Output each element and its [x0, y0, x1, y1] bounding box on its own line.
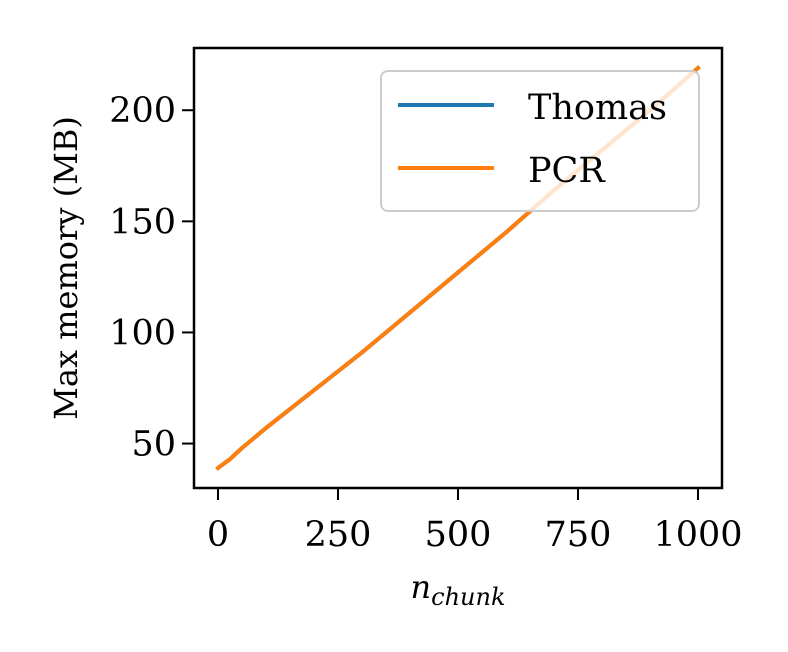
x-axis-label: nchunk: [411, 568, 506, 611]
x-tick-label: 500: [425, 515, 492, 555]
legend: Thomas PCR: [380, 70, 700, 212]
x-axis-ticks: 0 250 500 750 1000: [207, 488, 743, 555]
legend-label-pcr: PCR: [528, 151, 606, 191]
y-tick-label: 100: [109, 313, 176, 353]
x-axis-label-base: n: [411, 568, 432, 606]
y-tick-label: 50: [131, 425, 176, 465]
y-tick-label: 150: [109, 202, 176, 242]
y-axis-label: Max memory (MB): [47, 116, 85, 420]
x-tick-label: 750: [545, 515, 612, 555]
x-axis-label-subscript: chunk: [431, 583, 505, 611]
x-tick-label: 1000: [653, 515, 742, 555]
legend-label-thomas: Thomas: [528, 88, 667, 128]
y-axis-ticks: 50 100 150 200: [109, 91, 194, 465]
x-tick-label: 250: [305, 515, 372, 555]
x-tick-label: 0: [207, 515, 229, 555]
y-tick-label: 200: [109, 91, 176, 131]
